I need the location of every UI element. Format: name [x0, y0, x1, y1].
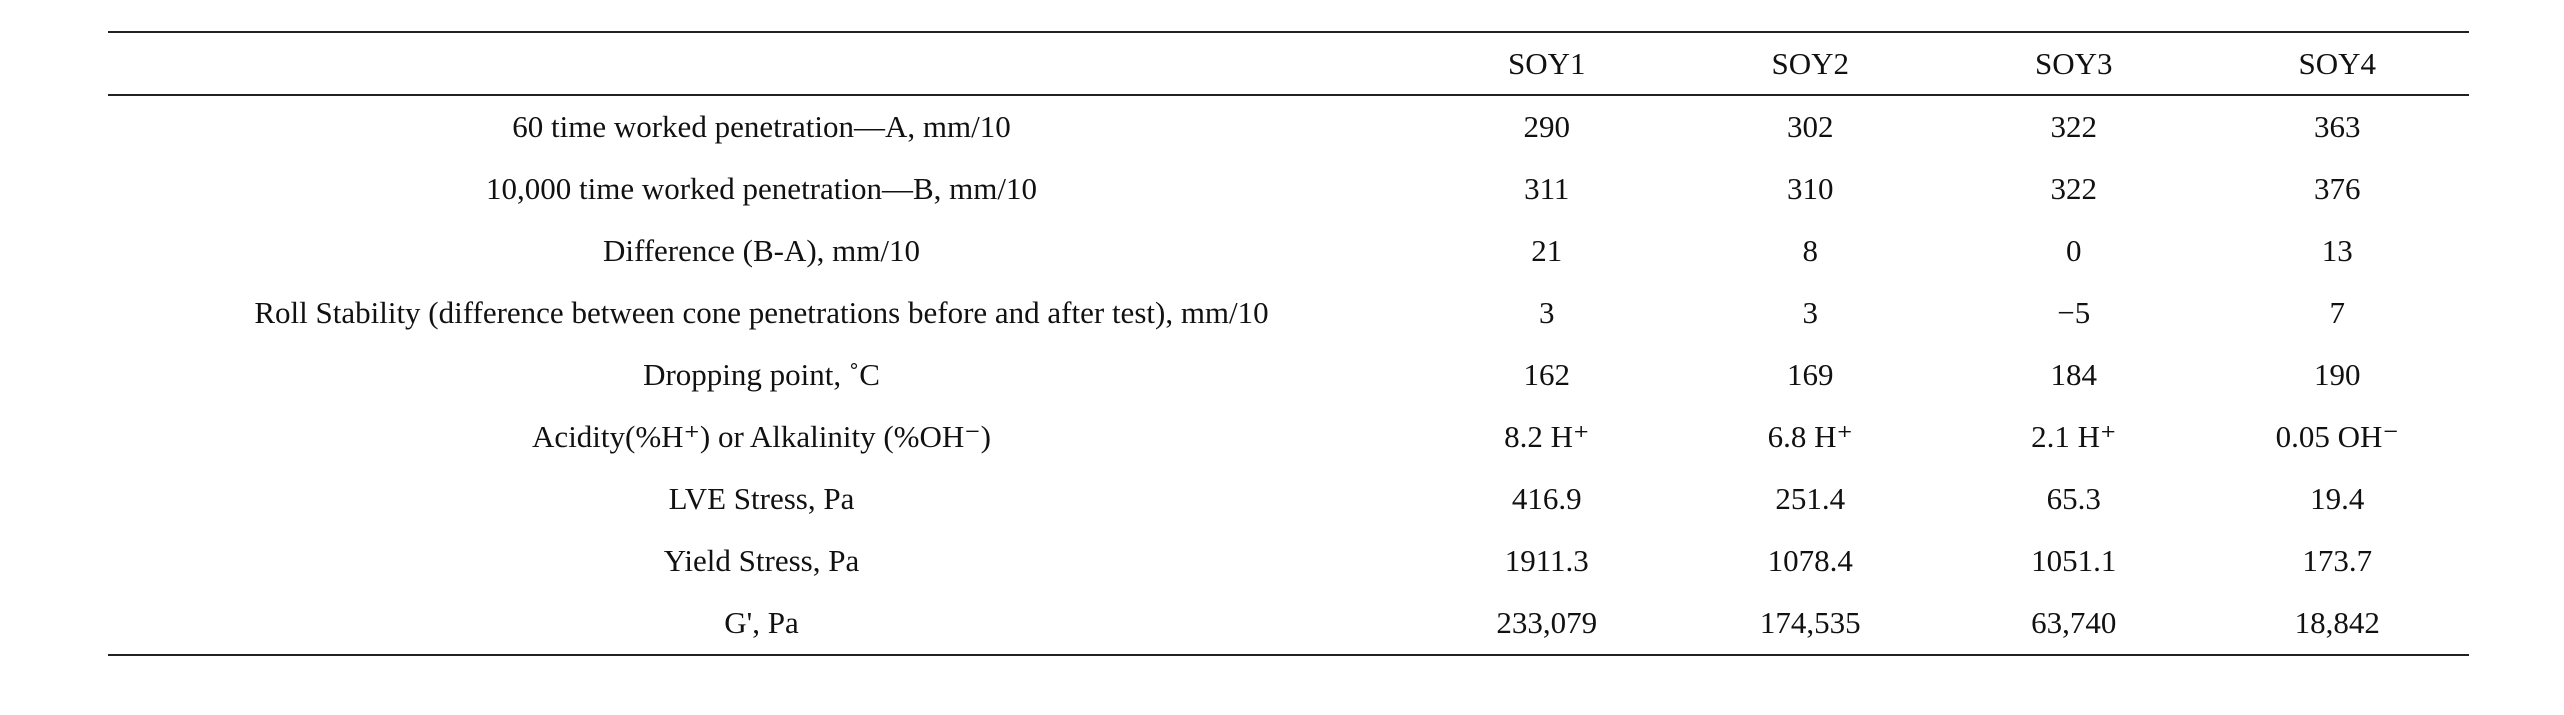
table-cell: 8: [1802, 233, 1819, 268]
table-header: SOY1 SOY2 SOY3 SOY4: [108, 32, 2469, 95]
row-label: 10,000 time worked penetration—B, mm/10: [485, 171, 1038, 206]
table-cell: 376: [2314, 171, 2361, 206]
table-cell: 3: [1539, 295, 1555, 330]
table-cell: 1078.4: [1767, 543, 1853, 578]
table-cell: 174,535: [1759, 605, 1861, 640]
row-label: Yield Stress, Pa: [663, 543, 860, 578]
row-label: Acidity(%H⁺) or Alkalinity (%OH⁻): [532, 419, 991, 454]
column-header: SOY4: [2298, 45, 2376, 81]
table-cell: 19.4: [2310, 481, 2365, 516]
table-cell: 322: [2050, 109, 2098, 144]
table-body: 60 time worked penetration—A, mm/10 290 30…: [108, 95, 2469, 655]
table-row: 10,000 time worked penetration—B, mm/10 3…: [108, 158, 2469, 220]
table-cell: 233,079: [1496, 605, 1598, 640]
row-label: Dropping point, ˚C: [643, 357, 880, 392]
table-cell: 310: [1787, 171, 1834, 206]
table-cell: 322: [2050, 171, 2098, 206]
table-cell: 0.05 OH⁻: [2275, 419, 2399, 454]
column-header: SOY1: [1507, 45, 1586, 81]
table-cell: 21: [1531, 233, 1563, 268]
table-row: Dropping point, ˚C 162 169 184 190: [108, 344, 2469, 406]
table-cell: 2.1 H⁺: [2031, 419, 2117, 454]
table-row: 60 time worked penetration—A, mm/10 290 30…: [108, 95, 2469, 158]
header-row: SOY1 SOY2 SOY3 SOY4: [108, 32, 2469, 95]
row-label: Difference (B-A), mm/10: [602, 233, 921, 268]
table-cell: 363: [2314, 109, 2361, 144]
table-cell: 251.4: [1775, 481, 1846, 516]
table-cell: 162: [1523, 357, 1571, 392]
row-label: LVE Stress, Pa: [668, 481, 855, 516]
corner-cell: [108, 32, 1415, 95]
table-cell: −5: [2057, 295, 2091, 330]
table-row: Roll Stability (difference between cone …: [108, 282, 2469, 344]
table-row: LVE Stress, Pa 416.9 251.4 65.3 19.4: [108, 468, 2469, 530]
table-cell: 7: [2329, 295, 2346, 330]
table-row: G', Pa 233,079 174,535 63,740 18,842: [108, 592, 2469, 655]
table-cell: 3: [1802, 295, 1819, 330]
table-cell: 311: [1524, 171, 1570, 206]
table-cell: 6.8 H⁺: [1767, 419, 1853, 454]
table-cell: 1911.3: [1504, 543, 1589, 578]
table-cell: 13: [2321, 233, 2353, 268]
data-table: SOY1 SOY2 SOY3 SOY4 60 time worked penetrat…: [108, 31, 2469, 656]
table-cell: 169: [1787, 357, 1834, 392]
table-cell: 173.7: [2302, 543, 2373, 578]
table-cell: 290: [1523, 109, 1571, 144]
table-cell: 302: [1787, 109, 1834, 144]
table-cell: 184: [2050, 357, 2098, 392]
table-cell: 8.2 H⁺: [1504, 419, 1590, 454]
table-row: Yield Stress, Pa 1911.3 1078.4 1051.1 173.7: [108, 530, 2469, 592]
column-header: SOY3: [2034, 45, 2113, 81]
table-cell: 416.9: [1511, 481, 1582, 516]
table-cell: 1051.1: [2031, 543, 2117, 578]
row-label: G', Pa: [724, 605, 799, 640]
column-header: SOY2: [1771, 45, 1849, 81]
row-label: 60 time worked penetration—A, mm/10: [512, 109, 1011, 144]
table-cell: 65.3: [2046, 481, 2101, 516]
table-row: Acidity(%H⁺) or Alkalinity (%OH⁻) 8.2 H⁺ 6…: [108, 406, 2469, 468]
table-row: Difference (B-A), mm/10 21 8 0 13: [108, 220, 2469, 282]
table-cell: 63,740: [2031, 605, 2117, 640]
row-label: Roll Stability (difference between cone …: [254, 295, 1269, 330]
table-cell: 0: [2066, 233, 2082, 268]
table-cell: 18,842: [2294, 605, 2380, 640]
table-cell: 190: [2314, 357, 2361, 392]
